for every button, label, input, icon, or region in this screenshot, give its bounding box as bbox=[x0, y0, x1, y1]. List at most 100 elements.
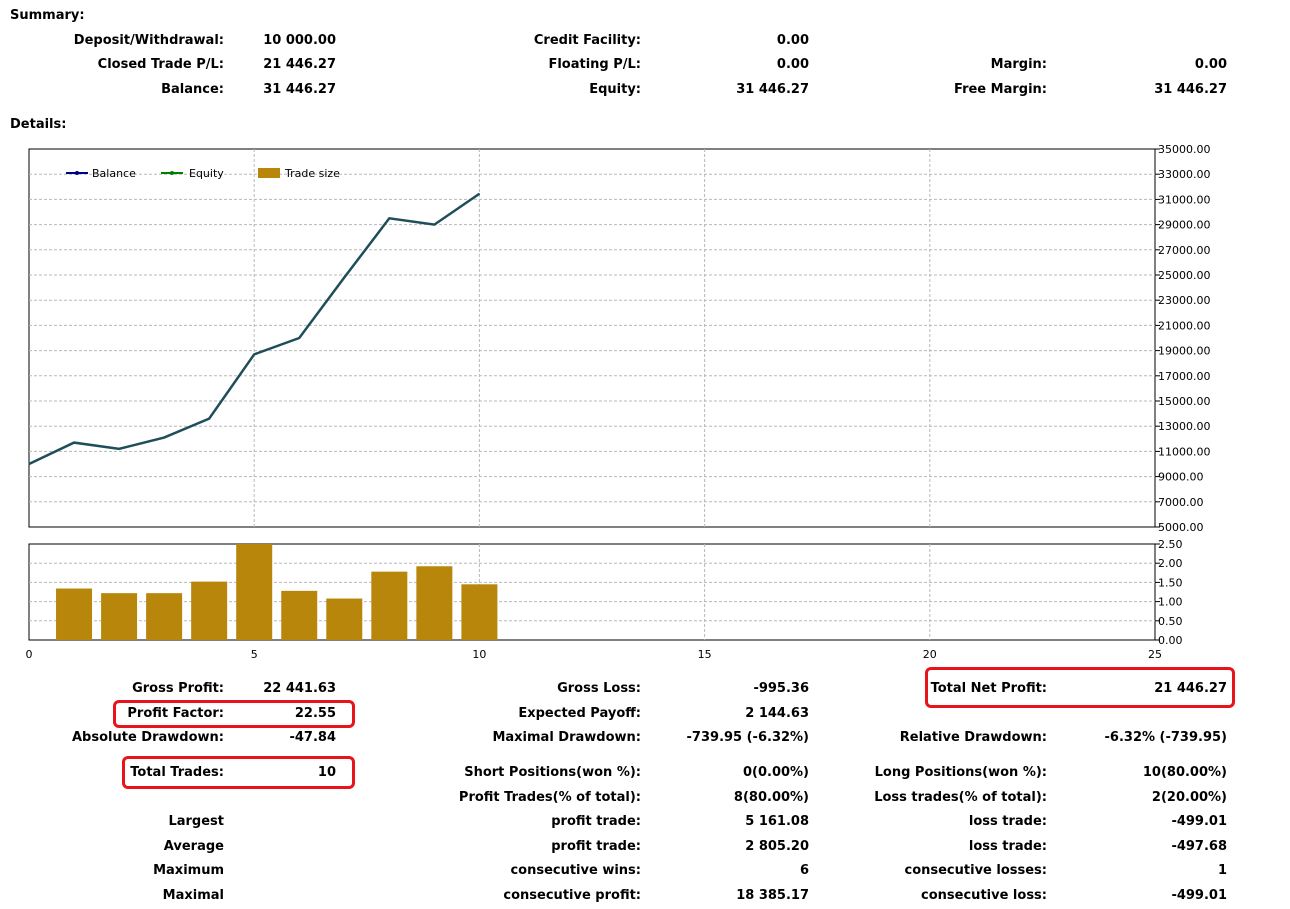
largest-loss-label: loss trade: bbox=[968, 814, 1047, 829]
free-margin-value: 31 446.27 bbox=[1154, 82, 1227, 97]
maximum-label: Maximum bbox=[153, 863, 224, 878]
credit-facility-label: Credit Facility: bbox=[533, 33, 641, 48]
max-consecutive-wins-label: consecutive wins: bbox=[510, 863, 641, 878]
margin-label: Margin: bbox=[990, 57, 1047, 72]
trade-size-bar bbox=[236, 544, 273, 640]
legend-trade-size: Trade size bbox=[284, 167, 340, 180]
report-chart: 35000.00 33000.00 31000.00 29000.00 27000.00… bbox=[26, 143, 1211, 661]
balance-point bbox=[73, 442, 75, 444]
trade-size-bar bbox=[281, 590, 318, 640]
maximal-label: Maximal bbox=[162, 888, 224, 903]
bar-y-tick-label: 1.00 bbox=[1158, 596, 1183, 609]
main-y-tick-label: 31000.00 bbox=[1158, 193, 1211, 206]
trade-size-bar bbox=[146, 593, 183, 640]
bar-y-tick-label: 2.50 bbox=[1158, 538, 1183, 551]
absolute-drawdown-label: Absolute Drawdown: bbox=[72, 730, 224, 745]
x-tick-label: 15 bbox=[698, 648, 712, 661]
legend-balance: Balance bbox=[92, 167, 136, 180]
balance-point bbox=[343, 277, 345, 279]
average-label: Average bbox=[163, 839, 224, 854]
balance-value: 31 446.27 bbox=[263, 82, 336, 97]
main-plot-frame bbox=[28, 148, 1156, 528]
total-trades-highlight bbox=[122, 756, 355, 789]
long-positions-value: 10(80.00%) bbox=[1142, 765, 1227, 780]
closed-pl-value: 21 446.27 bbox=[263, 57, 336, 72]
balance-point bbox=[28, 463, 30, 465]
main-y-tick-label: 11000.00 bbox=[1158, 445, 1211, 458]
maximal-drawdown-value: -739.95 (-6.32%) bbox=[686, 730, 809, 745]
total-net-profit-highlight bbox=[925, 667, 1235, 708]
balance-point bbox=[298, 337, 300, 339]
equity-legend-marker bbox=[170, 171, 174, 175]
balance-point bbox=[253, 353, 255, 355]
max-consecutive-wins-value: 6 bbox=[799, 863, 809, 878]
loss-trades-value: 2(20.00%) bbox=[1151, 790, 1227, 805]
main-y-tick-label: 33000.00 bbox=[1158, 168, 1211, 181]
expected-payoff-value: 2 144.63 bbox=[745, 706, 809, 721]
legend-equity: Equity bbox=[189, 167, 224, 180]
profit-factor-value: 22.55 bbox=[294, 706, 336, 721]
x-tick-label: 0 bbox=[26, 648, 33, 661]
maximal-consecutive-loss-value: -499.01 bbox=[1171, 888, 1227, 903]
average-loss-label: loss trade: bbox=[968, 839, 1047, 854]
short-positions-value: 0(0.00%) bbox=[742, 765, 809, 780]
margin-value: 0.00 bbox=[1194, 57, 1227, 72]
maximal-consecutive-loss-label: consecutive loss: bbox=[921, 888, 1047, 903]
main-y-tick-label: 21000.00 bbox=[1158, 319, 1211, 332]
summary-title: Summary: bbox=[10, 8, 85, 23]
closed-pl-label: Closed Trade P/L: bbox=[97, 57, 224, 72]
deposit-label: Deposit/Withdrawal: bbox=[73, 33, 224, 48]
chart-legend: Balance Equity Trade size bbox=[66, 167, 340, 180]
gross-loss-value: -995.36 bbox=[753, 681, 809, 696]
main-y-tick-label: 7000.00 bbox=[1158, 496, 1204, 509]
bar-y-tick-label: 1.50 bbox=[1158, 576, 1183, 589]
balance-label: Balance: bbox=[161, 82, 224, 97]
x-tick-label: 25 bbox=[1148, 648, 1162, 661]
balance-point bbox=[208, 418, 210, 420]
trade-size-bar bbox=[191, 581, 228, 640]
long-positions-label: Long Positions(won %): bbox=[874, 765, 1047, 780]
main-y-tick-label: 5000.00 bbox=[1158, 521, 1204, 534]
main-y-tick-label: 25000.00 bbox=[1158, 269, 1211, 282]
total-trades-label: Total Trades: bbox=[130, 765, 224, 780]
trade-size-bar bbox=[371, 571, 408, 640]
main-y-tick-label: 15000.00 bbox=[1158, 395, 1211, 408]
balance-legend-marker bbox=[75, 171, 79, 175]
floating-pl-value: 0.00 bbox=[776, 57, 809, 72]
main-y-tick-label: 35000.00 bbox=[1158, 143, 1211, 156]
total-net-profit-label: Total Net Profit: bbox=[930, 681, 1047, 696]
profit-factor-highlight bbox=[113, 700, 355, 728]
maximal-drawdown-label: Maximal Drawdown: bbox=[492, 730, 641, 745]
maximal-consecutive-profit-value: 18 385.17 bbox=[736, 888, 809, 903]
trade-size-bar bbox=[101, 593, 138, 640]
main-y-tick-label: 9000.00 bbox=[1158, 471, 1204, 484]
total-trades-value: 10 bbox=[317, 765, 336, 780]
trade-size-bar bbox=[56, 588, 93, 640]
bar-y-tick-label: 2.00 bbox=[1158, 557, 1183, 570]
main-y-tick-label: 27000.00 bbox=[1158, 244, 1211, 257]
average-profit-value: 2 805.20 bbox=[745, 839, 809, 854]
details-title: Details: bbox=[10, 117, 67, 132]
deposit-value: 10 000.00 bbox=[263, 33, 336, 48]
equity-label: Equity: bbox=[589, 82, 641, 97]
credit-facility-value: 0.00 bbox=[776, 33, 809, 48]
expected-payoff-label: Expected Payoff: bbox=[518, 706, 641, 721]
bar-y-tick-label: 0.00 bbox=[1158, 634, 1183, 647]
x-tick-label: 20 bbox=[923, 648, 937, 661]
loss-trades-label: Loss trades(% of total): bbox=[874, 790, 1047, 805]
relative-drawdown-value: -6.32% (-739.95) bbox=[1104, 730, 1227, 745]
main-y-tick-label: 29000.00 bbox=[1158, 219, 1211, 232]
total-net-profit-value: 21 446.27 bbox=[1154, 681, 1227, 696]
absolute-drawdown-value: -47.84 bbox=[289, 730, 336, 745]
short-positions-label: Short Positions(won %): bbox=[464, 765, 641, 780]
average-profit-label: profit trade: bbox=[551, 839, 641, 854]
gross-profit-label: Gross Profit: bbox=[132, 681, 224, 696]
balance-chart: 35000.00 33000.00 31000.00 29000.00 27000.00… bbox=[28, 143, 1211, 534]
trade-size-bar bbox=[326, 598, 363, 640]
profit-trades-value: 8(80.00%) bbox=[733, 790, 809, 805]
trade-size-legend-swatch bbox=[258, 168, 280, 178]
main-y-tick-label: 19000.00 bbox=[1158, 345, 1211, 358]
profit-trades-label: Profit Trades(% of total): bbox=[458, 790, 641, 805]
balance-point bbox=[163, 437, 165, 439]
bar-y-tick-label: 0.50 bbox=[1158, 615, 1183, 628]
